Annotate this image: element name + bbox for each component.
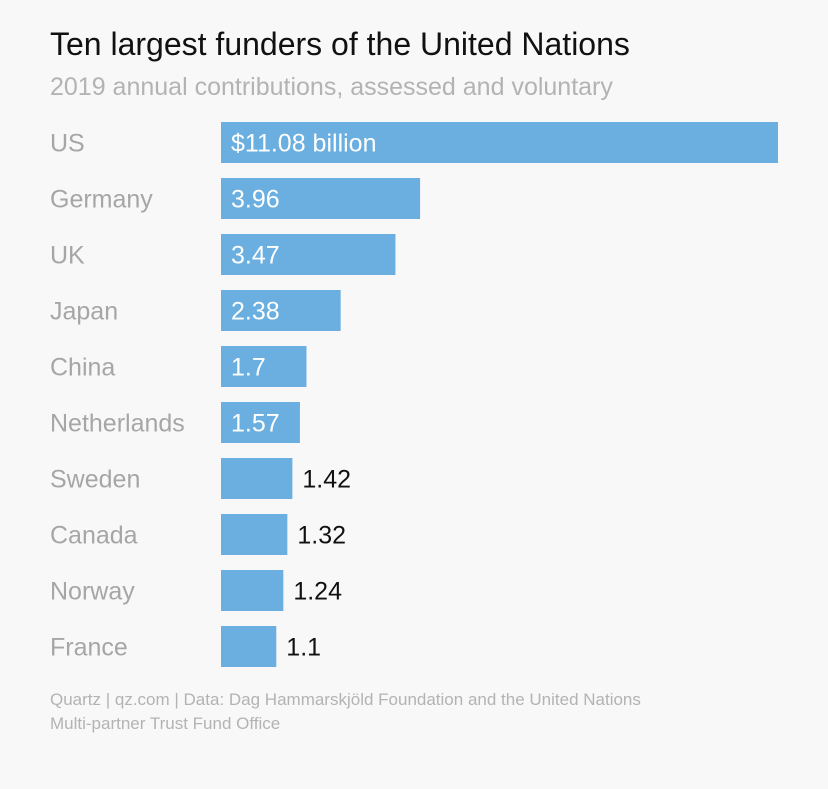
source-line-2: Multi-partner Trust Fund Office <box>50 714 281 733</box>
bar <box>221 626 277 667</box>
category-label: UK <box>50 242 85 270</box>
bar <box>221 458 293 499</box>
data-label: 3.96 <box>231 186 280 214</box>
bar <box>221 514 288 555</box>
data-label: 1.24 <box>293 578 342 606</box>
category-label: Netherlands <box>50 410 185 438</box>
category-label: US <box>50 130 85 158</box>
category-label: Germany <box>50 186 153 214</box>
source-line-1: Quartz | qz.com | Data: Dag Hammarskjöld… <box>50 690 641 709</box>
data-label: 3.47 <box>231 242 280 270</box>
bar <box>221 290 341 331</box>
category-label: Japan <box>50 298 118 326</box>
bar <box>221 402 300 443</box>
category-label: Canada <box>50 522 138 550</box>
chart-title: Ten largest funders of the United Nation… <box>50 26 630 62</box>
bar <box>221 178 421 219</box>
chart-subtitle: 2019 annual contributions, assessed and … <box>50 73 613 101</box>
category-label: Norway <box>50 578 135 606</box>
data-label: 2.38 <box>231 298 280 326</box>
data-label: 1.7 <box>231 354 266 382</box>
bar <box>221 234 396 275</box>
bar <box>221 122 778 163</box>
data-label: 1.57 <box>231 410 280 438</box>
data-label: 1.32 <box>297 522 346 550</box>
category-label: China <box>50 354 115 382</box>
category-label: Sweden <box>50 466 140 494</box>
data-label: 1.1 <box>286 634 321 662</box>
data-label: 1.42 <box>302 466 351 494</box>
source-note: Quartz | qz.com | Data: Dag Hammarskjöld… <box>50 688 790 736</box>
category-label: France <box>50 634 128 662</box>
bar <box>221 346 307 387</box>
data-label: $11.08 billion <box>231 130 376 158</box>
bar <box>221 570 284 611</box>
